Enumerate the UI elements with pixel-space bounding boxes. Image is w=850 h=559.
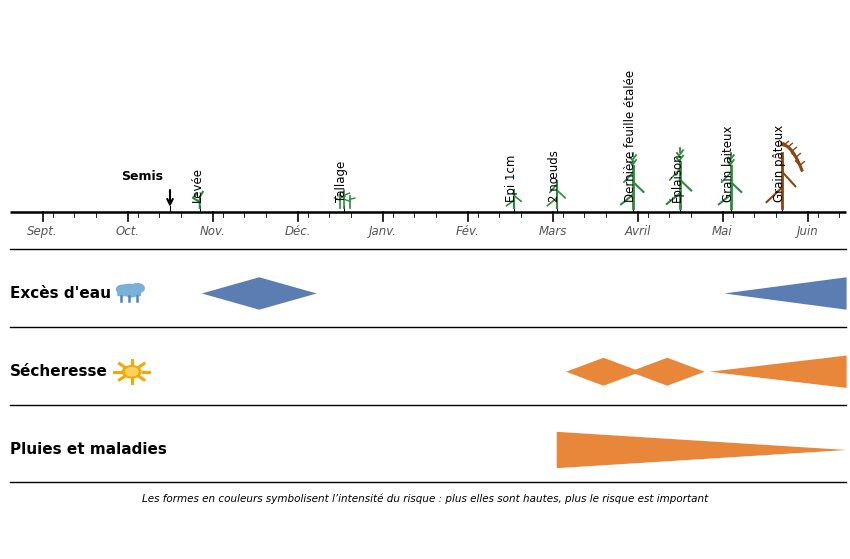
Text: Avril: Avril (624, 225, 651, 238)
Text: Déc.: Déc. (284, 225, 311, 238)
Polygon shape (710, 356, 847, 388)
Text: Oct.: Oct. (116, 225, 139, 238)
Text: Juin: Juin (796, 225, 819, 238)
Text: Epi 1cm: Epi 1cm (506, 155, 518, 202)
Text: Mai: Mai (712, 225, 733, 238)
Text: Nov.: Nov. (200, 225, 225, 238)
Circle shape (130, 283, 145, 293)
Polygon shape (724, 277, 847, 310)
Text: Pluies et maladies: Pluies et maladies (10, 443, 167, 457)
Text: Levée: Levée (191, 167, 204, 202)
Text: Les formes en couleurs symbolisent l’intensité du risque : plus elles sont haute: Les formes en couleurs symbolisent l’int… (142, 494, 708, 504)
Text: Éplaison: Éplaison (670, 153, 684, 202)
Polygon shape (202, 277, 316, 310)
Text: Semis: Semis (122, 170, 163, 183)
Circle shape (126, 368, 138, 376)
FancyBboxPatch shape (118, 289, 140, 296)
Polygon shape (566, 358, 641, 386)
Circle shape (121, 285, 138, 296)
Text: Dernière feuille étalée: Dernière feuille étalée (625, 70, 638, 202)
Text: 2 nœuds: 2 nœuds (548, 150, 561, 202)
Text: Janv.: Janv. (369, 225, 396, 238)
Circle shape (116, 285, 129, 293)
Text: Fév.: Fév. (456, 225, 479, 238)
Text: Sept.: Sept. (27, 225, 58, 238)
Text: Tallage: Tallage (336, 161, 348, 202)
Circle shape (122, 366, 141, 378)
Text: Grain laiteux: Grain laiteux (722, 126, 735, 202)
Text: Sécheresse: Sécheresse (10, 364, 108, 379)
Polygon shape (557, 432, 847, 468)
Circle shape (126, 290, 138, 297)
Text: Grain pâteux: Grain pâteux (774, 125, 786, 202)
Polygon shape (630, 358, 705, 386)
Text: Mars: Mars (538, 225, 567, 238)
Text: Excès d'eau: Excès d'eau (10, 286, 111, 301)
